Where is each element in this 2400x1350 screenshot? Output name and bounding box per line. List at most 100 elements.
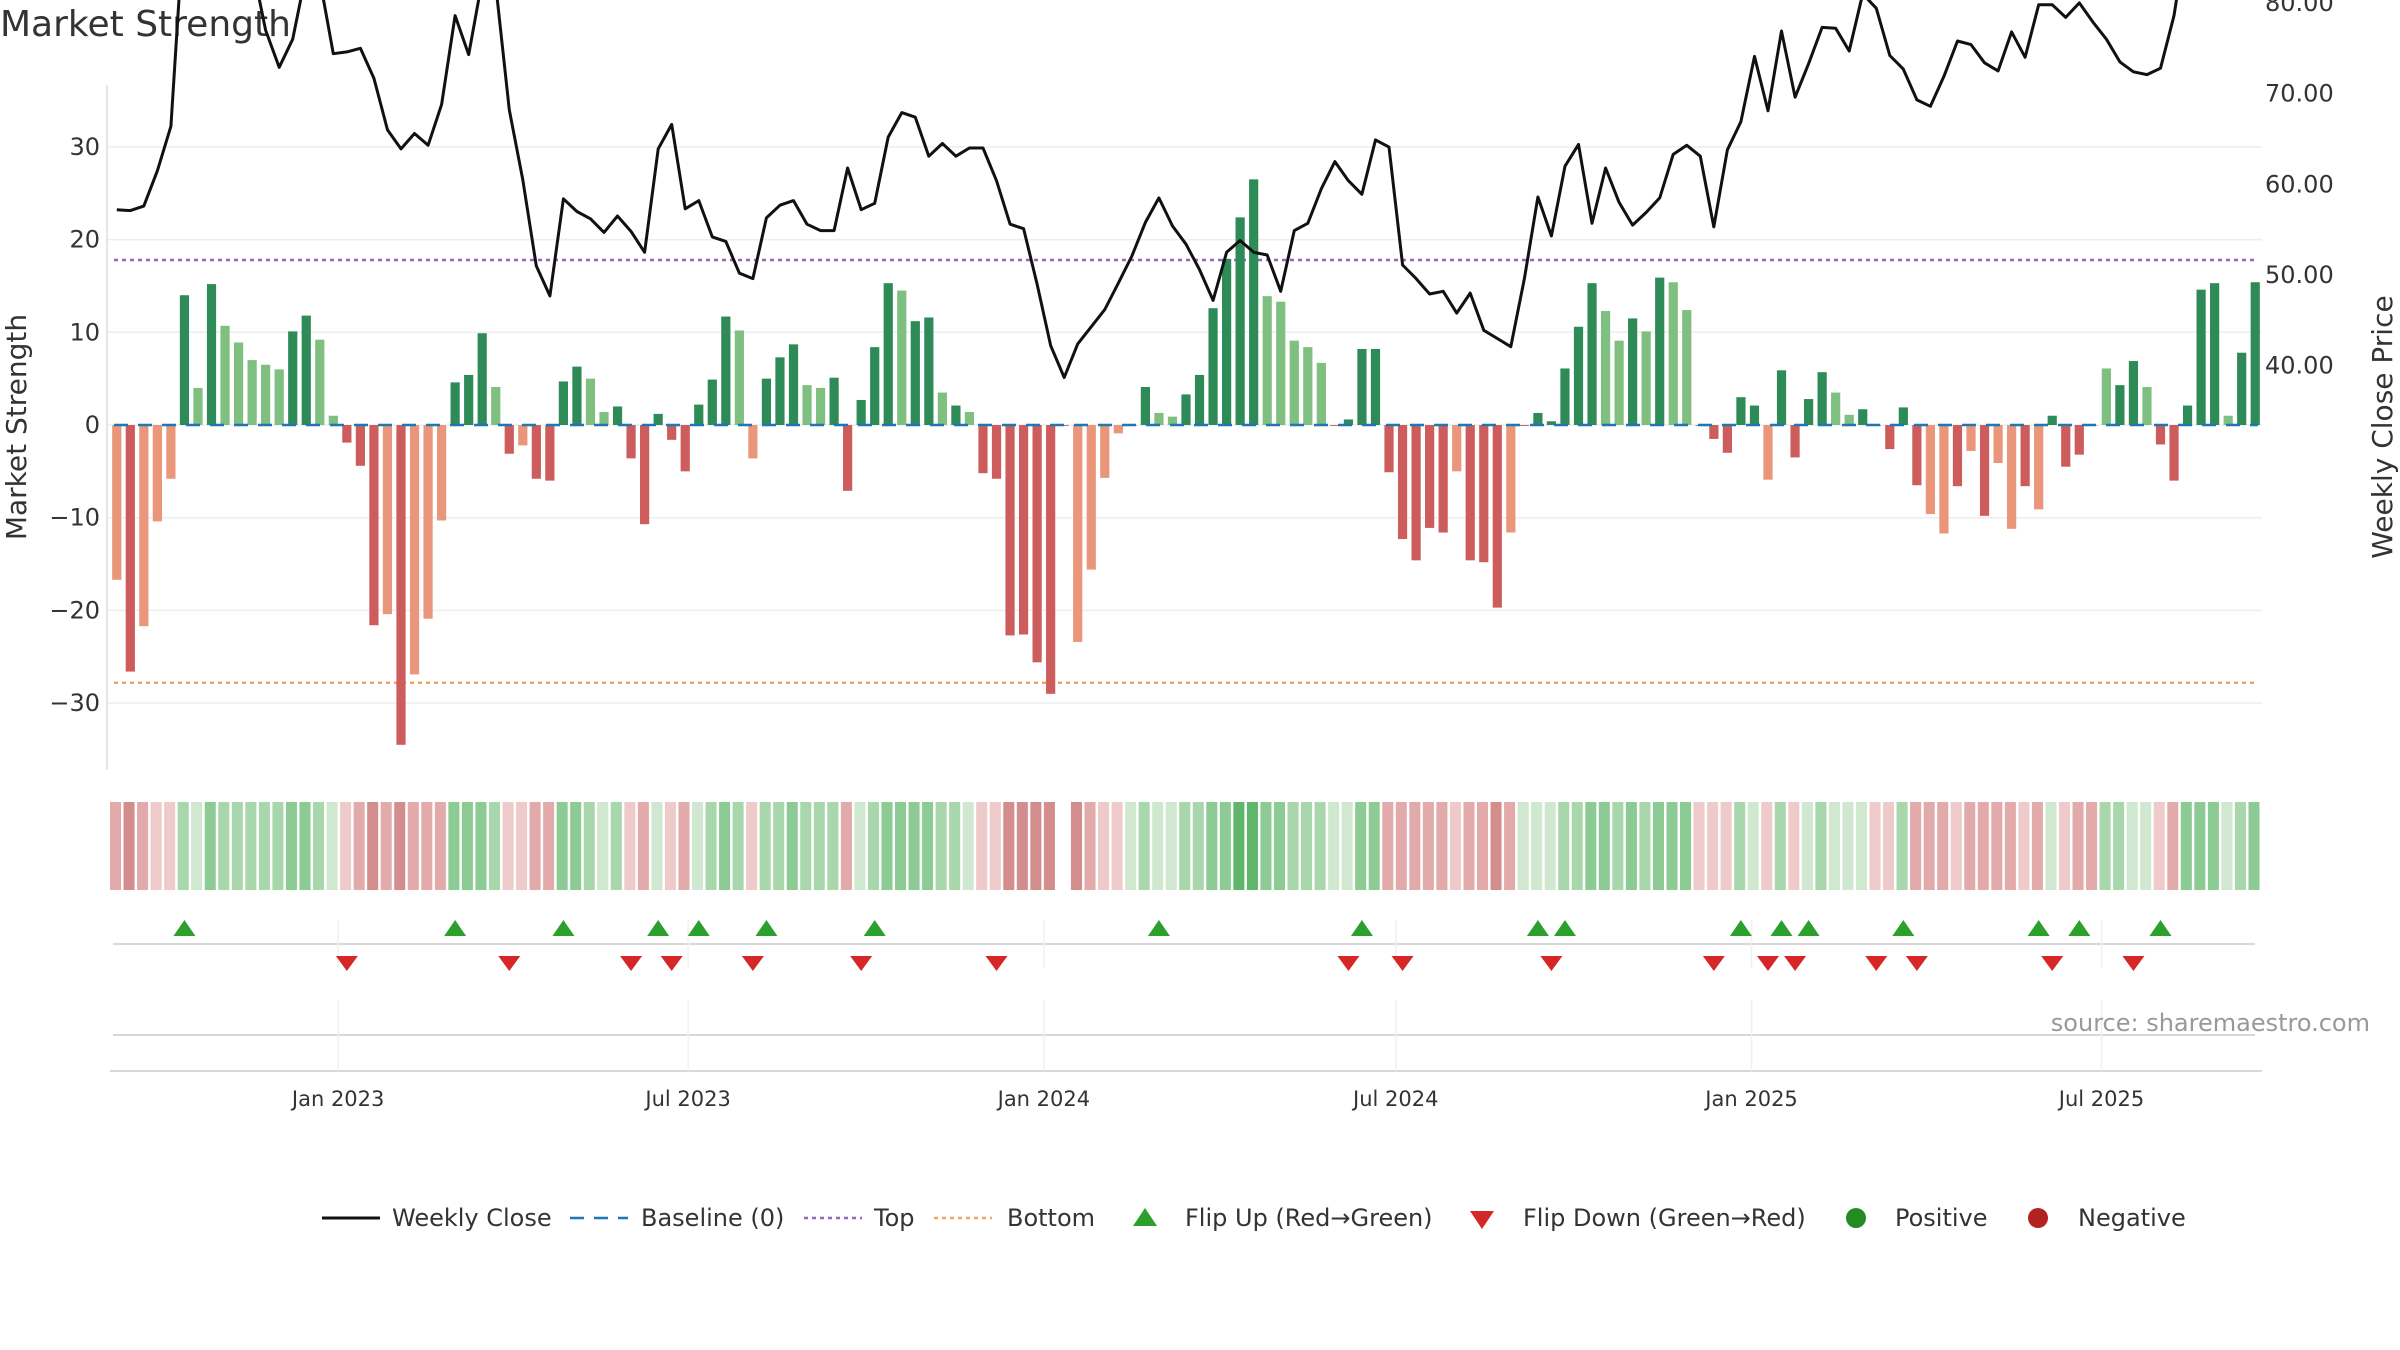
strength-bar (1452, 425, 1462, 472)
heat-strip-cell (1896, 802, 1908, 890)
heat-strip-cell (2180, 802, 2192, 890)
heat-strip-cell (1707, 802, 1719, 890)
heat-strip-cell (2018, 802, 2030, 890)
strength-bar (802, 385, 812, 425)
heat-strip-cell (434, 802, 446, 890)
flip-up-marker (1147, 920, 1170, 936)
flip-down-marker (1756, 956, 1779, 971)
heat-strip-cell (1761, 802, 1773, 890)
heat-strip-cell (800, 802, 812, 890)
strength-bar (1803, 399, 1814, 425)
strength-bar (518, 425, 528, 446)
y-tick-label: 20 (69, 226, 100, 254)
strength-bar (1086, 425, 1096, 570)
y-tick-label: 10 (69, 318, 100, 346)
legend-negative-swatch (2028, 1208, 2048, 1228)
heat-strip-cell (367, 802, 379, 890)
flip-down-marker (850, 956, 873, 971)
flip-up-marker (2027, 920, 2050, 936)
y-tick-label: 30 (69, 133, 100, 161)
heat-strip-cell (1517, 802, 1529, 890)
heat-strip-cell (1883, 802, 1895, 890)
strength-bar (1100, 425, 1110, 478)
heat-strip-cell (1138, 802, 1150, 890)
heat-strip-cell (1720, 802, 1732, 890)
heat-strip-cell (2031, 802, 2043, 890)
flip-down-marker (660, 956, 683, 971)
strength-bar (1979, 425, 1990, 516)
heat-strip-cell (1246, 802, 1258, 890)
flip-down-marker (1337, 956, 1360, 971)
strength-bar (815, 387, 826, 425)
source-note: source: sharemaestro.com (2050, 1009, 2370, 1037)
heat-strip-cell (935, 802, 947, 890)
heat-strip-cell (1639, 802, 1651, 890)
strength-bar (1330, 425, 1340, 426)
flip-up-marker (1350, 920, 1373, 936)
heat-strip-cell (488, 802, 501, 890)
flip-up-marker (173, 920, 196, 936)
strength-bar (342, 425, 352, 443)
strength-bar (1046, 425, 1056, 694)
heat-strip-cell (1070, 802, 1082, 890)
strength-bar (2196, 289, 2206, 425)
strength-bar (2250, 282, 2260, 425)
strength-bar (1411, 425, 1421, 561)
heat-strip-cell (908, 802, 920, 890)
flip-down-marker (741, 956, 764, 971)
heat-strip-cell (164, 802, 176, 890)
strength-bar (748, 425, 758, 459)
heat-strip-cell (1977, 802, 1989, 890)
strength-bar (1316, 362, 1326, 425)
heat-strip-cell (461, 802, 473, 890)
heat-strip-cell (299, 802, 311, 890)
heat-strip-cell (813, 802, 825, 890)
heat-strip-cell (123, 802, 135, 890)
chart-title: Market Strength (0, 4, 291, 45)
heat-strip-cell (1449, 802, 1461, 890)
strength-bar (1858, 409, 1868, 425)
heat-strip-cell (1964, 802, 1976, 890)
heat-strip-cell (2140, 802, 2152, 890)
heat-strip-cell (1125, 802, 1137, 890)
legend-flip-down-swatch (1470, 1211, 1494, 1229)
strength-bar (2169, 425, 2179, 481)
strength-bar (599, 412, 609, 425)
strength-bar (883, 283, 893, 425)
heat-strip-cell (2234, 802, 2246, 890)
strength-bar (1614, 340, 1624, 425)
strength-bar (139, 425, 149, 627)
legend-close-label: Weekly Close (392, 1204, 552, 1232)
strength-bar (315, 339, 325, 425)
y-tick-label: −20 (49, 596, 100, 624)
heat-strip-cell (516, 802, 528, 890)
strength-bar (1722, 425, 1732, 453)
heat-strip-cell (1869, 802, 1881, 890)
heat-strip-cell (732, 802, 744, 890)
strength-bar (2115, 385, 2125, 425)
heat-strip-cell (854, 802, 866, 890)
heat-strip-cell (556, 802, 568, 890)
heat-strip-cell (1233, 802, 1245, 890)
heat-strip-cell (2113, 802, 2125, 890)
strength-bar (734, 330, 744, 425)
heat-strip-cell (1003, 802, 1015, 890)
flip-down-marker (2122, 956, 2145, 971)
heat-strip-cell (976, 802, 988, 890)
heat-strip-cell (1179, 802, 1191, 890)
strength-bar (585, 378, 596, 425)
strength-bar (2034, 425, 2044, 510)
strength-bar (1533, 412, 1543, 425)
x-tick-label: Jan 2025 (1703, 1087, 1798, 1111)
heat-strip-cell (867, 802, 879, 890)
strength-bar (1059, 425, 1069, 426)
strength-bar (152, 425, 162, 522)
heat-strip-cell (1422, 802, 1434, 890)
strength-bar (1005, 425, 1015, 636)
strength-bar (1573, 326, 1584, 425)
strength-bar (653, 413, 663, 425)
heat-strip-cell (1368, 802, 1380, 890)
flip-up-marker (444, 920, 467, 936)
heat-strip-cell (705, 802, 717, 890)
